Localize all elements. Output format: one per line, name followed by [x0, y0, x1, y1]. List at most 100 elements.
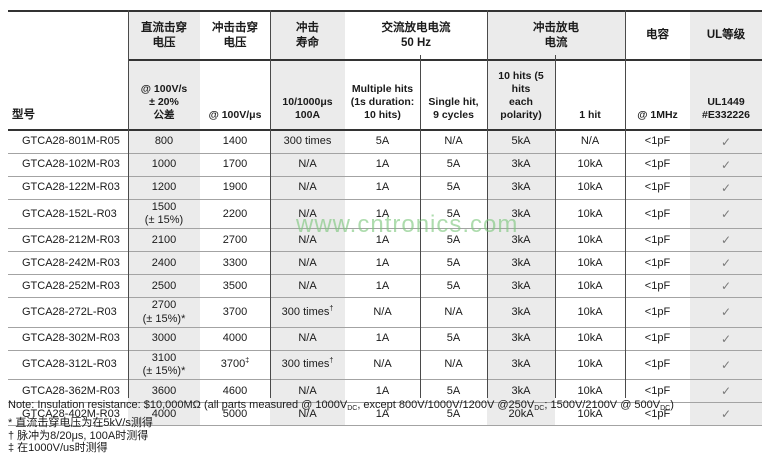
value-cell: N/A [270, 228, 345, 253]
value-cell: <1pF [625, 402, 690, 427]
value-cell: <1pF [625, 199, 690, 230]
value-cell: 10kA [555, 350, 625, 381]
value-cell: 2700 (± 15%)* [128, 297, 200, 328]
table-row: GTCA28-152L-R03 1500 (± 15%) 2200 N/A 1A 5A 3kA… [8, 199, 762, 230]
value-cell: 3kA [487, 176, 555, 200]
value-cell: 1A [345, 176, 420, 200]
table-row: GTCA28-212M-R03 2100 2700 N/A 1A 5A 3kA 10kA <1p… [8, 228, 762, 253]
table-row: GTCA28-102M-R03 1000 1700 N/A 1A 5A 3kA 10kA <1p… [8, 153, 762, 177]
sub-header-cell: 10/1000μs 100A [270, 60, 345, 131]
value-cell: 1200 [128, 176, 200, 200]
note-subscript: DC [347, 405, 358, 412]
ul-check-cell: ✓ [690, 251, 762, 276]
part-number-cell: GTCA28-312L-R03 [8, 350, 128, 381]
value-cell: N/A [270, 274, 345, 299]
table-row: GTCA28-801M-R05 800 1400 300 times 5A N/A 5kA N… [8, 130, 762, 154]
value-cell: 5A [420, 379, 487, 404]
value-cell: 3500 [200, 274, 270, 299]
value-cell: 10kA [555, 327, 625, 351]
ul-check-cell: ✓ [690, 176, 762, 200]
value-cell: 5A [420, 176, 487, 200]
value-cell: N/A [270, 199, 345, 230]
value-cell: 5A [420, 228, 487, 253]
ul-check-cell: ✓ [690, 274, 762, 299]
ul-check-cell: ✓ [690, 350, 762, 381]
value-cell: 1A [345, 251, 420, 276]
grid-line-vertical [420, 55, 421, 398]
footnote-line: * 直流击穿电压为在5kV/s测得 [8, 417, 153, 429]
value-cell: 3kA [487, 251, 555, 276]
value-cell: N/A [420, 350, 487, 381]
footnotes-block: * 直流击穿电压为在5kV/s测得 † 脉冲为8/20μs, 100A时测得 ‡ 在… [8, 417, 153, 455]
group-header-cell: 冲击 寿命 [270, 10, 345, 61]
value-cell: 20kA [487, 402, 555, 427]
footnote-line: ‡ 在1000V/us时测得 [8, 442, 108, 454]
sub-header-cell: @ 100V/μs [200, 60, 270, 131]
specs-table: 直流击穿 电压 冲击击穿 电压 冲击 寿命 交流放电电流 50 Hz 冲击放电 电流 电容 UL等级 … [8, 10, 762, 427]
table-row: GTCA28-362M-R03 3600 4600 N/A 1A 5A 3kA 10kA <1p… [8, 379, 762, 404]
value-cell: 10kA [555, 251, 625, 276]
part-number-cell: GTCA28-122M-R03 [8, 176, 128, 200]
table-row: GTCA28-402M-R03 4000 5000 N/A 1A 5A 20kA 10kA <1… [8, 402, 762, 427]
part-number-cell: GTCA28-102M-R03 [8, 153, 128, 177]
value-cell: 1A [345, 379, 420, 404]
sub-header-row: 型号 @ 100V/s ± 20% 公差 @ 100V/μs 10/1000μs 100A M… [8, 60, 762, 131]
value-cell: 1500 (± 15%) [128, 199, 200, 230]
ul-check-cell: ✓ [690, 199, 762, 230]
ul-check-cell: ✓ [690, 228, 762, 253]
value-cell: <1pF [625, 251, 690, 276]
group-header-cell: 电容 [625, 10, 690, 61]
sub-header-cell: Single hit, 9 cycles [420, 60, 487, 131]
value-cell: 10kA [555, 402, 625, 427]
value-cell: 4600 [200, 379, 270, 404]
grid-line-vertical [487, 10, 488, 398]
value-cell: 3kA [487, 297, 555, 328]
value-cell: 10kA [555, 228, 625, 253]
value-cell: 5kA [487, 130, 555, 154]
value-cell: <1pF [625, 327, 690, 351]
group-header-cell: 直流击穿 电压 [128, 10, 200, 61]
value-cell: 3kA [487, 350, 555, 381]
value-cell: <1pF [625, 297, 690, 328]
value-cell: 5A [420, 251, 487, 276]
value-cell: 5000 [200, 402, 270, 427]
value-cell: N/A [420, 297, 487, 328]
value-cell: <1pF [625, 350, 690, 381]
group-header-cell: UL等级 [690, 10, 762, 61]
value-cell: 2100 [128, 228, 200, 253]
value-cell: 3100 (± 15%)* [128, 350, 200, 381]
value-cell: 1A [345, 199, 420, 230]
table-row: GTCA28-272L-R03 2700 (± 15%)* 3700 300 times… [8, 297, 762, 328]
value-cell: 1A [345, 274, 420, 299]
value-cell: <1pF [625, 274, 690, 299]
value-cell: 3kA [487, 153, 555, 177]
ul-check-cell: ✓ [690, 130, 762, 154]
ul-check-cell: ✓ [690, 379, 762, 404]
value-cell: 3300 [200, 251, 270, 276]
note-text: ) [670, 399, 674, 411]
ul-check-cell: ✓ [690, 153, 762, 177]
value-cell: N/A [270, 379, 345, 404]
part-number-cell: GTCA28-801M-R05 [8, 130, 128, 154]
part-number-cell: GTCA28-302M-R03 [8, 327, 128, 351]
table-row: GTCA28-252M-R03 2500 3500 N/A 1A 5A 3kA 10kA <1p… [8, 274, 762, 299]
part-number-cell: GTCA28-152L-R03 [8, 199, 128, 230]
table-header: 直流击穿 电压 冲击击穿 电压 冲击 寿命 交流放电电流 50 Hz 冲击放电 电流 电容 UL等级 … [8, 10, 762, 131]
value-cell: <1pF [625, 379, 690, 404]
value-cell: 3kA [487, 199, 555, 230]
value-cell: 3700 [200, 297, 270, 328]
part-number-cell: GTCA28-272L-R03 [8, 297, 128, 328]
value-cell: <1pF [625, 130, 690, 154]
value-cell: 5A [420, 199, 487, 230]
value-cell: 300 times† [270, 297, 345, 328]
value-cell: 10kA [555, 199, 625, 230]
value-cell: 1900 [200, 176, 270, 200]
value-cell: 1000 [128, 153, 200, 177]
value-cell: 1A [345, 327, 420, 351]
value-cell: 4000 [128, 402, 200, 427]
table-row: GTCA28-242M-R03 2400 3300 N/A 1A 5A 3kA 10kA <1p… [8, 251, 762, 276]
value-cell: <1pF [625, 228, 690, 253]
value-cell: 3kA [487, 228, 555, 253]
value-cell: N/A [420, 130, 487, 154]
note-text: , except 800V/1000V/1200V @250V [357, 399, 535, 411]
